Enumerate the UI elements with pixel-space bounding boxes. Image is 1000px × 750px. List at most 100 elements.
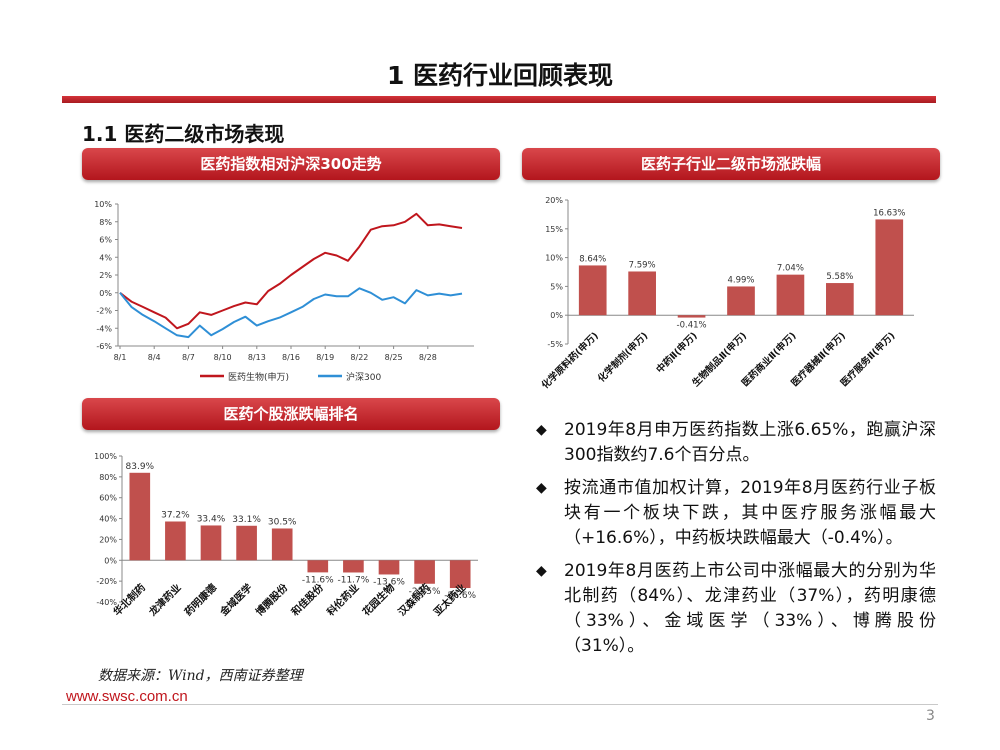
bar-data-label: 5.58%	[826, 272, 853, 282]
x-tick-label: 8/22	[350, 353, 368, 362]
x-tick-label: 8/25	[385, 353, 403, 362]
diamond-bullet-icon: ◆	[536, 563, 547, 579]
bar	[307, 560, 329, 573]
bullet-text: 2019年8月申万医药指数上涨6.65%，跑赢沪深300指数约7.6个百分点。	[564, 420, 936, 465]
y-tick-label: 0%	[550, 311, 563, 320]
bar	[200, 525, 222, 561]
bar-data-label: 37.2%	[161, 510, 190, 520]
line-chart: 10% 8% 6% 4% 2% 0% -2% -4% -6%8/1 8/4 8/7 8/10 8/13 8…	[94, 200, 474, 383]
bullet-text: 2019年8月医药上市公司中涨幅最大的分别为华北制药（84%）、龙津药业（37%…	[564, 561, 936, 656]
y-tick-label: 4%	[99, 253, 112, 262]
title-divider	[62, 96, 936, 103]
bar-data-label: 4.99%	[727, 275, 754, 285]
bar	[628, 271, 656, 316]
x-tick-label: 8/7	[182, 353, 195, 362]
x-tick-label: 8/19	[316, 353, 334, 362]
x-tick-label: 8/16	[282, 353, 300, 362]
category-label: 博腾股份	[253, 580, 291, 618]
bar-data-label: 33.1%	[232, 515, 261, 525]
bar	[727, 286, 755, 316]
diamond-bullet-icon: ◆	[536, 422, 547, 438]
category-label: 科伦药业	[324, 581, 361, 618]
bullet-item: ◆ 2019年8月申万医药指数上涨6.65%，跑赢沪深300指数约7.6个百分点。	[536, 418, 936, 468]
category-label: 金域医学	[217, 581, 255, 619]
sector-bar-chart: 20% 15% 10% 5% 0% -5% 8.64% 化学原料药(申万) 7.59% 化学制剂(…	[539, 196, 914, 392]
bar-data-label: -0.41%	[677, 321, 707, 331]
y-tick-label: 6%	[99, 236, 112, 245]
bar-data-label: 7.59%	[629, 260, 656, 270]
bar-data-label: 7.04%	[777, 264, 804, 274]
bar	[776, 274, 805, 316]
x-tick-label: 8/10	[214, 353, 232, 362]
bar-data-label: 30.5%	[268, 517, 297, 527]
bar	[129, 472, 151, 561]
bar-data-label: -11.7%	[337, 575, 369, 585]
website-link[interactable]: www.swsc.com.cn	[66, 688, 188, 705]
legend-label: 沪深300	[346, 371, 381, 383]
category-label: 和佳股份	[288, 580, 327, 619]
bar-data-label: 33.4%	[197, 514, 226, 524]
bar-data-label: 16.63%	[873, 208, 905, 218]
bullet-list: ◆ 2019年8月申万医药指数上涨6.65%，跑赢沪深300指数约7.6个百分点。…	[536, 418, 936, 667]
bar-data-label: -11.6%	[302, 575, 334, 585]
bar-data-label: 83.9%	[126, 462, 155, 472]
bar-data-label: -13.6%	[373, 577, 405, 587]
section-subtitle: 1.1 医药二级市场表现	[82, 122, 285, 146]
page-number: 3	[926, 708, 935, 724]
x-tick-label: 8/13	[248, 353, 266, 362]
bar	[677, 315, 706, 318]
y-tick-label: 15%	[545, 225, 563, 234]
bullet-text: 按流通市值加权计算，2019年8月医药行业子板块有一个板块下跌，其中医疗服务涨幅…	[564, 478, 936, 548]
x-tick-label: 8/4	[148, 353, 161, 362]
y-tick-label: -2%	[96, 307, 112, 316]
bar-data-label: 8.64%	[579, 254, 606, 264]
y-tick-label: -5%	[547, 340, 563, 349]
y-tick-label: 80%	[99, 473, 117, 482]
bar-data-label: -22.5%	[409, 587, 441, 597]
y-tick-label: 5%	[550, 282, 563, 291]
y-tick-label: 8%	[99, 218, 112, 227]
y-tick-label: -6%	[96, 342, 112, 351]
bar	[414, 560, 435, 584]
page-title: 1 医药行业回顾表现	[386, 61, 614, 90]
category-label: 龙津药业	[145, 581, 183, 619]
line-chart-banner: 医药指数相对沪深300走势	[82, 148, 500, 180]
series-line-pharma	[119, 212, 463, 330]
bar	[271, 528, 293, 561]
y-tick-label: 60%	[99, 494, 117, 503]
diamond-bullet-icon: ◆	[536, 480, 547, 496]
legend-label: 医药生物(申万)	[228, 371, 289, 383]
x-tick-label: 8/28	[419, 353, 437, 362]
y-tick-label: 20%	[545, 196, 563, 205]
bar-data-label: -26.6%	[444, 591, 476, 601]
y-tick-label: -40%	[96, 598, 117, 607]
series-line-hs300	[119, 287, 463, 339]
sector-chart-banner: 医药子行业二级市场涨跌幅	[522, 148, 940, 180]
category-label: 化学原料药(申万)	[539, 330, 601, 392]
category-label: 化学制剂(申万)	[595, 330, 650, 385]
bar	[875, 219, 904, 316]
stock-chart-banner: 医药个股涨跌幅排名	[82, 398, 500, 430]
bullet-item: ◆ 2019年8月医药上市公司中涨幅最大的分别为华北制药（84%）、龙津药业（37…	[536, 559, 936, 659]
bar	[236, 525, 257, 561]
y-tick-label: 0%	[99, 289, 112, 298]
bar	[378, 560, 400, 575]
y-tick-label: 20%	[99, 535, 117, 544]
y-tick-label: 2%	[99, 271, 112, 280]
data-source-note: 数据来源：Wind，西南证券整理	[98, 668, 303, 684]
y-tick-label: 40%	[99, 515, 117, 524]
bar	[578, 265, 607, 316]
category-label: 中药Ⅱ(申万)	[654, 330, 700, 376]
y-tick-label: -20%	[96, 577, 117, 586]
y-tick-label: 100%	[94, 452, 117, 461]
bullet-item: ◆ 按流通市值加权计算，2019年8月医药行业子板块有一个板块下跌，其中医疗服务涨…	[536, 476, 936, 551]
footer-divider	[62, 704, 938, 705]
y-tick-label: 0%	[104, 556, 117, 565]
bar	[449, 560, 471, 589]
y-tick-label: 10%	[94, 200, 112, 209]
x-tick-label: 8/1	[114, 353, 127, 362]
bar	[343, 560, 364, 573]
y-tick-label: 10%	[545, 254, 563, 263]
category-label: 药明康德	[182, 581, 219, 618]
bar	[165, 521, 186, 561]
